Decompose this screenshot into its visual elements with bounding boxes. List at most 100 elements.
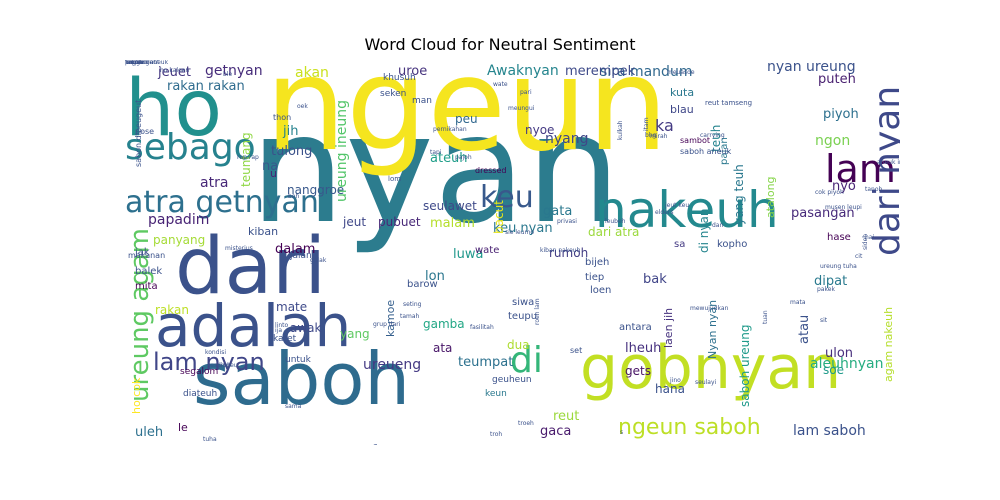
cloud-word: ureueng <box>363 357 422 373</box>
cloud-word: saboh aneuk <box>680 147 732 156</box>
cloud-word: jeut <box>343 215 367 229</box>
cloud-word: roeh lam <box>534 298 541 325</box>
cloud-word: lam saboh <box>793 423 866 439</box>
cloud-word: ngon <box>815 133 851 149</box>
cloud-word: ulon <box>825 346 854 361</box>
cloud-word: hase <box>827 232 851 243</box>
cloud-word: panyang <box>153 233 206 247</box>
cloud-word: tamah <box>400 313 420 320</box>
cloud-word: loen <box>590 285 612 296</box>
cloud-word: pose <box>135 127 155 136</box>
cloud-word: peroam <box>125 60 149 66</box>
cloud-word: ho peugeut <box>125 60 160 66</box>
cloud-word: tanoh <box>865 186 883 193</box>
cloud-word: pernikahan <box>433 126 467 133</box>
cloud-word: uleh <box>135 425 164 440</box>
cloud-word: jalan <box>290 251 312 261</box>
cloud-word: tulong <box>271 144 313 159</box>
cloud-word: sie leumo <box>505 229 535 236</box>
cloud-word: kiban <box>248 225 279 238</box>
cloud-word: merempek <box>565 64 636 79</box>
cloud-word: oek <box>297 103 308 110</box>
cloud-word: atalong <box>764 176 777 218</box>
cloud-word: seken <box>380 89 407 99</box>
cloud-word: rakan <box>155 303 189 317</box>
cloud-word: awak <box>290 321 322 335</box>
cloud-word: nyoe <box>525 123 555 137</box>
cloud-word: atra getnyan <box>125 185 319 220</box>
cloud-word: gets <box>625 364 651 378</box>
cloud-word: seudiya <box>372 444 379 445</box>
cloud-word: ho <box>125 64 223 154</box>
cloud-word: pajoh <box>455 154 472 161</box>
cloud-word: jak <box>135 247 150 258</box>
cloud-word: grup dari <box>373 321 401 328</box>
cloud-word: gamba <box>423 317 465 331</box>
cloud-word: kulkah <box>617 120 624 140</box>
cloud-word: dingeu <box>217 362 238 369</box>
cloud-word: sama <box>285 403 302 410</box>
cloud-word: bak <box>643 272 667 287</box>
cloud-word: aleuhnyan <box>810 356 884 372</box>
cloud-word: u <box>125 60 129 66</box>
cloud-word: linto <box>275 322 289 329</box>
cloud-word: sebago <box>125 127 256 168</box>
cloud-word: cok piyoh <box>815 189 844 196</box>
cloud-word: dua <box>507 338 530 352</box>
cloud-word: adalah <box>155 292 352 360</box>
cloud-word: ho cok <box>130 377 143 414</box>
cloud-word: teupu <box>508 311 538 322</box>
cloud-word: mata <box>790 299 806 306</box>
cloud-word: pari <box>520 89 532 96</box>
cloud-word: dari <box>175 222 327 312</box>
cloud-word: geuheun <box>492 375 532 385</box>
cloud-word: Awaknyan <box>487 63 559 79</box>
cloud-word: barow <box>407 279 438 290</box>
cloud-word: galak <box>310 257 327 264</box>
cloud-word: privasi <box>557 218 577 225</box>
cloud-word: puteh <box>818 72 856 87</box>
cloud-word: kiban nakeuh <box>540 247 581 254</box>
cloud-word: rap rap <box>237 154 259 161</box>
cloud-word: malam <box>430 216 475 231</box>
cloud-word: ija <box>275 327 283 334</box>
cloud-word: yang <box>340 327 370 341</box>
cloud-word: tapi <box>430 149 442 156</box>
cloud-word: segalom <box>180 367 219 377</box>
cloud-word: sa <box>674 239 686 250</box>
cloud-word: kamoe <box>384 299 397 337</box>
cloud-word: seulayi <box>695 379 717 386</box>
cloud-word: s <box>620 429 624 436</box>
cloud-word: trikot <box>125 60 141 66</box>
cloud-word: lam <box>825 147 896 191</box>
cloud-word: dari nyan <box>867 85 900 256</box>
cloud-word: teumeulah <box>125 60 158 66</box>
cloud-word: luwa <box>453 247 484 262</box>
cloud-word: ureung tuha <box>820 263 857 270</box>
cloud-word: akan <box>295 65 329 81</box>
cloud-word: keu nyan <box>493 221 553 236</box>
cloud-word: peu <box>455 112 478 126</box>
cloud-word: aneuk ineung <box>877 159 900 166</box>
cloud-word: sambot <box>680 136 710 145</box>
cloud-word: troeh <box>518 420 534 427</box>
cloud-word: ho kaloen <box>160 67 190 74</box>
cloud-word: tuha <box>203 436 217 443</box>
cloud-word: ngeun <box>265 60 669 180</box>
cloud-word: kapak <box>125 60 144 66</box>
cloud-word: keun <box>485 389 507 399</box>
cloud-word: jeut keu <box>665 202 690 209</box>
cloud-word: khusuh <box>383 73 416 83</box>
cloud-word: wate <box>475 245 500 256</box>
cloud-word: mita <box>135 281 158 292</box>
cloud-word: kondisi <box>205 349 227 356</box>
cloud-word: sira mandum <box>600 64 693 80</box>
cloud-word: nyan <box>250 83 621 257</box>
cloud-word: soe <box>823 363 844 377</box>
cloud-word: mirah <box>650 133 668 140</box>
chart-title: Word Cloud for Neutral Sentiment <box>364 35 636 54</box>
cloud-word: elders <box>655 209 674 216</box>
cloud-word: makanan <box>128 251 166 260</box>
cloud-word: dan <box>712 222 724 229</box>
